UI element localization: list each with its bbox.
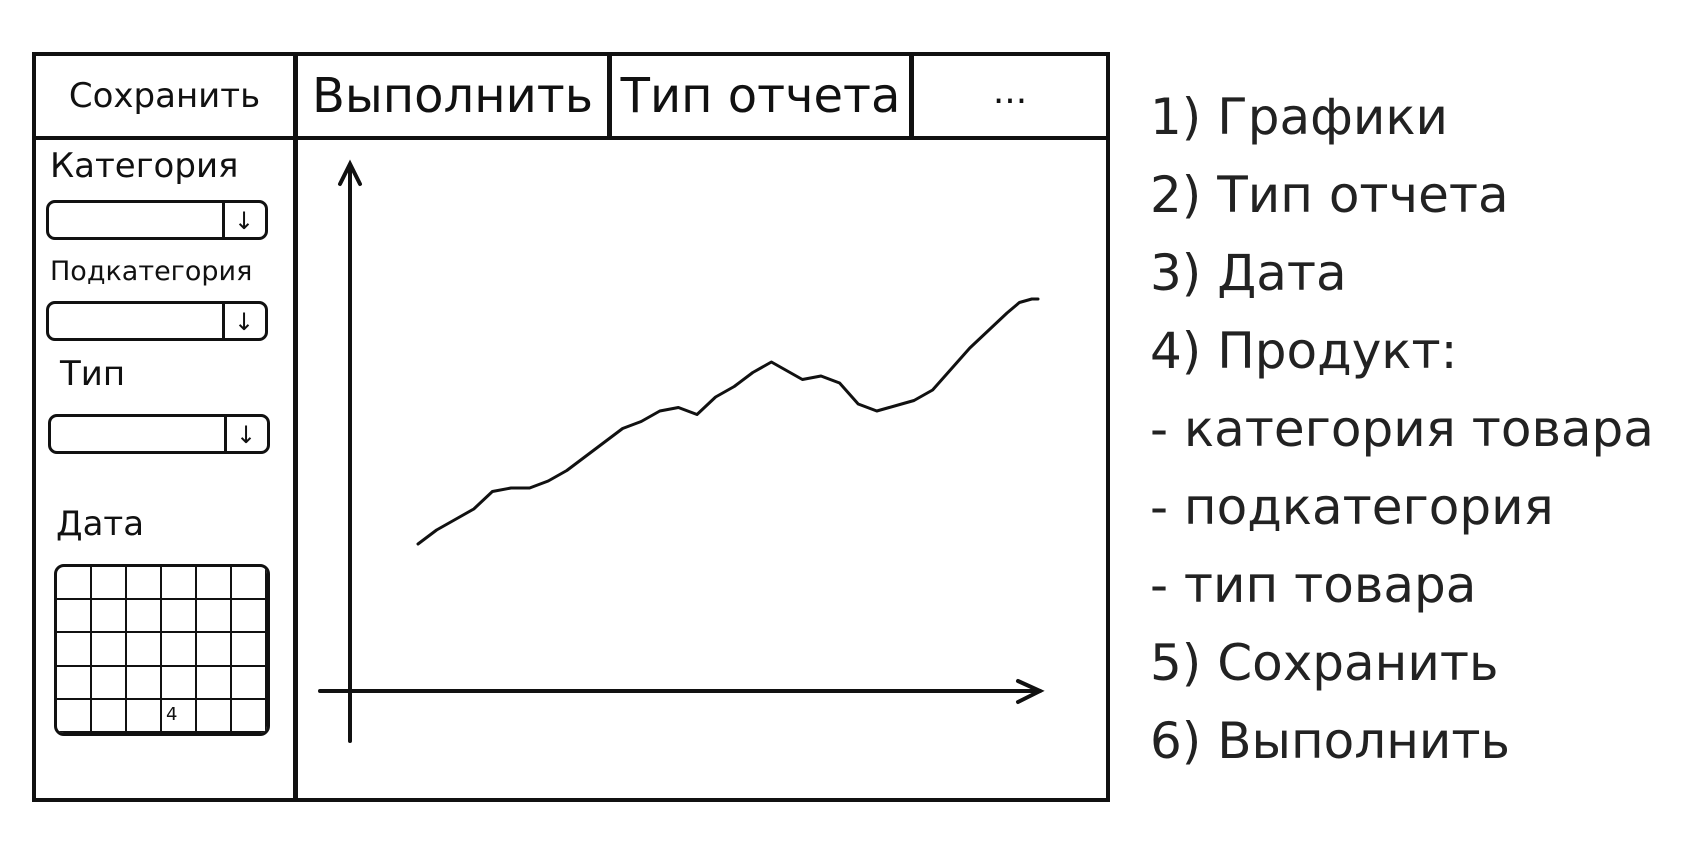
y-axis-arrow-icon (338, 159, 362, 186)
calendar-day-cell[interactable] (197, 600, 232, 634)
subcategory-dropdown[interactable]: ↓ (46, 301, 268, 341)
dropdown-divider (222, 304, 225, 338)
calendar-day-cell[interactable] (232, 633, 267, 667)
series-line-0 (416, 297, 1040, 546)
report-type-button[interactable]: Тип отчета (612, 56, 914, 136)
calendar-day-cell[interactable] (92, 567, 127, 601)
date-calendar[interactable]: 4 (54, 564, 270, 736)
calendar-day-cell[interactable] (197, 699, 232, 733)
date-label: Дата (56, 504, 145, 544)
dropdown-divider (222, 203, 225, 237)
line-chart (318, 159, 1045, 743)
calendar-day-cell[interactable] (197, 633, 232, 667)
category-dropdown[interactable]: ↓ (46, 200, 268, 240)
arrow-down-icon: ↓ (233, 308, 255, 336)
calendar-day-cell[interactable] (232, 567, 267, 601)
note-item: 5) Сохранить (1150, 634, 1499, 692)
calendar-day-cell[interactable] (57, 600, 92, 634)
calendar-day-cell[interactable] (127, 567, 162, 601)
note-item: 6) Выполнить (1150, 712, 1511, 770)
note-item: 4) Продукт: (1150, 322, 1458, 380)
run-button[interactable]: Выполнить (298, 56, 612, 136)
calendar-day-cell[interactable] (127, 666, 162, 700)
dropdown-divider (224, 417, 227, 451)
calendar-day-cell[interactable] (92, 666, 127, 700)
more-menu-button[interactable]: ... (914, 56, 1106, 136)
save-button[interactable]: Сохранить (36, 56, 298, 136)
calendar-day-cell[interactable] (92, 600, 127, 634)
calendar-day-cell[interactable] (127, 699, 162, 733)
note-item: 3) Дата (1150, 244, 1347, 302)
calendar-day-cell[interactable] (232, 666, 267, 700)
calendar-day-cell[interactable] (57, 666, 92, 700)
type-label: Тип (60, 354, 126, 394)
calendar-day-cell[interactable] (92, 633, 127, 667)
calendar-day-cell[interactable] (57, 633, 92, 667)
calendar-day-cell[interactable] (162, 699, 197, 733)
note-item: - категория товара (1150, 400, 1654, 458)
calendar-day-cell[interactable] (162, 600, 197, 634)
calendar-day-cell[interactable] (57, 567, 92, 601)
calendar-day-cell[interactable] (197, 567, 232, 601)
calendar-day-cell[interactable] (57, 699, 92, 733)
calendar-day-cell[interactable] (162, 666, 197, 700)
type-dropdown[interactable]: ↓ (48, 414, 270, 454)
note-item: 2) Тип отчета (1150, 166, 1509, 224)
toolbar: Сохранить Выполнить Тип отчета ... (36, 56, 1106, 140)
calendar-day-cell[interactable] (162, 567, 197, 601)
calendar-day-cell[interactable] (162, 633, 197, 667)
x-axis-arrow-icon (1016, 679, 1045, 704)
app-window: Сохранить Выполнить Тип отчета ... Катег… (32, 52, 1110, 802)
note-item: 1) Графики (1150, 88, 1449, 146)
filters-sidebar: Категория ↓ Подкатегория ↓ Тип ↓ Дата 4 (36, 136, 298, 798)
calendar-day-mark: 4 (166, 703, 178, 725)
category-label: Категория (50, 146, 239, 186)
calendar-day-cell[interactable] (232, 600, 267, 634)
calendar-day-cell[interactable] (127, 600, 162, 634)
arrow-down-icon: ↓ (233, 207, 255, 235)
note-item: - тип товара (1150, 556, 1477, 614)
calendar-day-cell[interactable] (127, 633, 162, 667)
subcategory-label: Подкатегория (50, 256, 253, 287)
arrow-down-icon: ↓ (235, 421, 257, 449)
calendar-day-cell[interactable] (197, 666, 232, 700)
notes-list: 1) Графики 2) Тип отчета 3) Дата 4) Прод… (1150, 78, 1654, 780)
calendar-day-cell[interactable] (92, 699, 127, 733)
chart-area (298, 136, 1106, 798)
note-item: - подкатегория (1150, 478, 1554, 536)
calendar-day-cell[interactable] (232, 699, 267, 733)
